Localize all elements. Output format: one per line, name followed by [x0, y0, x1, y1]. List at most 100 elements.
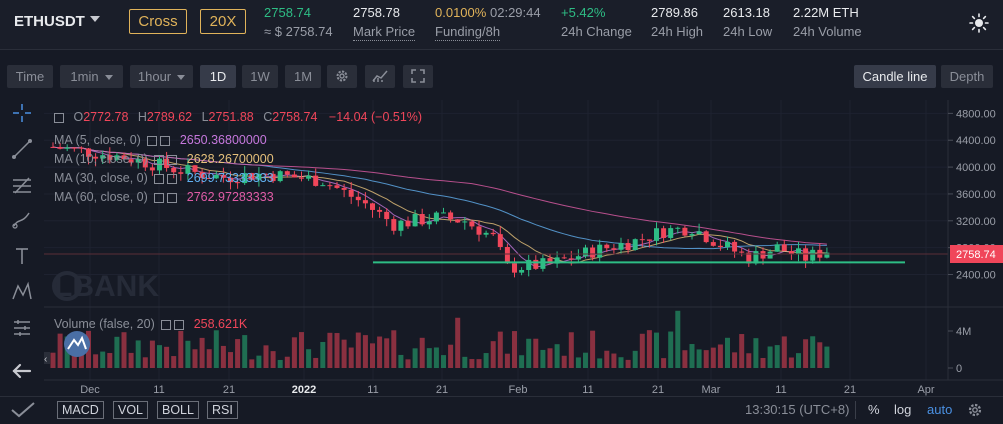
close-value: 2758.74	[272, 110, 318, 124]
ma10-value: 2628.26700000	[186, 152, 274, 166]
ma60-label: MA (60, close, 0)	[54, 190, 148, 204]
settings-gear-button[interactable]	[327, 65, 357, 88]
interval-1w-button[interactable]: 1W	[242, 65, 278, 88]
ma10-hide-icon[interactable]	[154, 154, 165, 165]
volume-bar	[675, 310, 681, 368]
time-tick-label: 11	[582, 384, 593, 396]
candlestick-chart[interactable]: LBANK 4800.004400.004000.003600.003200.0…	[44, 100, 1003, 400]
interval-1m-button[interactable]: 1M	[285, 65, 321, 88]
volume-bar	[803, 339, 809, 368]
log-scale-toggle[interactable]: log	[894, 402, 912, 417]
ma5-legend: MA (5, close, 0) 2650.36800000	[54, 133, 267, 148]
volume-bar	[604, 350, 610, 368]
low-label: L	[201, 110, 209, 124]
collapse-handle[interactable]	[44, 352, 50, 364]
percent-scale-toggle[interactable]: %	[868, 402, 880, 417]
ma5-close-icon[interactable]	[160, 135, 171, 146]
ma30-close-icon[interactable]	[167, 173, 178, 184]
ma60-value: 2762.97283333	[186, 190, 274, 204]
volume-24h: 2.22M ETH	[793, 5, 859, 20]
price-axis[interactable]: 4800.004400.004000.003600.003200.002800.…	[948, 108, 996, 282]
legend-toggle-icon[interactable]	[54, 112, 64, 123]
volume-bar	[717, 344, 723, 368]
brush-icon[interactable]	[10, 208, 34, 232]
leverage-button[interactable]: 20X	[200, 9, 246, 34]
measure-tool-icon[interactable]	[10, 316, 34, 340]
high-label: H	[137, 110, 147, 124]
volume-bar	[377, 336, 383, 368]
margin-mode-button[interactable]: Cross	[129, 9, 187, 34]
ticker-bar: ETHUSDT Cross 20X 2758.74 ≈ $ 2758.74 27…	[0, 0, 1003, 50]
volume-bar	[235, 339, 241, 368]
pattern-tool-icon[interactable]	[10, 280, 34, 304]
ma60-close-icon[interactable]	[167, 192, 178, 203]
time-button[interactable]: Time	[7, 65, 53, 88]
time-tick-label: Apr	[917, 384, 934, 396]
volume-bar	[575, 357, 581, 368]
volume-bar	[490, 341, 496, 368]
candle-body	[504, 246, 510, 264]
depth-tab[interactable]: Depth	[941, 65, 993, 88]
indicator-chart-icon	[372, 70, 388, 82]
candle-body	[760, 251, 766, 259]
boll-button[interactable]: BOLL	[157, 401, 199, 419]
time-axis[interactable]: Dec 11 21 2022 11 21 Feb 11 21 Mar 11 21 Apr	[80, 384, 935, 396]
interval-hour-label: 1hour	[137, 69, 172, 84]
gear-icon[interactable]	[967, 402, 983, 418]
utc-clock[interactable]: 13:30:15 (UTC+8)	[745, 402, 850, 417]
volume-bar	[483, 353, 489, 368]
indicators-button[interactable]	[365, 65, 395, 88]
time-tick-label: 11	[775, 384, 786, 396]
fullscreen-button[interactable]	[403, 65, 433, 88]
interval-min-dropdown[interactable]: 1min	[60, 65, 123, 88]
interval-hour-dropdown[interactable]: 1hour	[130, 65, 193, 88]
volume-bar	[348, 347, 354, 368]
ma60-hide-icon[interactable]	[154, 192, 165, 203]
chevron-down-icon	[104, 75, 113, 81]
ma30-hide-icon[interactable]	[154, 173, 165, 184]
candle-line-tab[interactable]: Candle line	[854, 65, 936, 88]
candle-body	[412, 214, 418, 227]
candle-body	[362, 200, 368, 204]
ma10-legend: MA (10, close, 0) 2628.26700000	[54, 152, 274, 167]
volume-bar	[512, 331, 517, 368]
candle-body	[199, 171, 205, 179]
volume-bar	[306, 349, 312, 368]
text-tool-icon[interactable]	[10, 244, 34, 268]
volume-close-icon[interactable]	[174, 319, 185, 330]
ma10-close-icon[interactable]	[167, 154, 178, 165]
trend-line-icon[interactable]	[10, 137, 34, 161]
volume-bar	[824, 346, 830, 368]
volume-bar	[78, 345, 84, 368]
volume-bar	[199, 337, 205, 368]
volume-bar	[114, 336, 120, 368]
rsi-button[interactable]: RSI	[207, 401, 238, 419]
high-value: 2789.62	[146, 110, 193, 124]
candle-body	[490, 232, 496, 235]
volume-bar	[419, 337, 425, 368]
theme-toggle-sun-icon[interactable]	[968, 12, 990, 34]
back-arrow-icon[interactable]	[10, 359, 34, 383]
volume-hide-icon[interactable]	[161, 319, 172, 330]
macd-button[interactable]: MACD	[57, 401, 104, 419]
chevron-down-icon	[177, 75, 186, 81]
time-tick-label: 21	[436, 384, 448, 396]
collapse-arrow-icon[interactable]: ‹	[44, 354, 47, 365]
fib-retracement-icon[interactable]	[10, 173, 34, 197]
price-chart-panel[interactable]: LBANK 4800.00 4400.00 4000.00 3600.00 3200.0…	[44, 100, 1003, 400]
volume-bar	[341, 339, 347, 368]
candle-body	[526, 259, 532, 270]
candle-body	[597, 244, 603, 258]
chevron-down-icon[interactable]	[90, 16, 100, 22]
symbol-selector[interactable]: ETHUSDT	[14, 13, 85, 30]
crosshair-icon[interactable]	[10, 101, 34, 125]
candle-body	[654, 228, 659, 241]
interval-1d-button[interactable]: 1D	[200, 65, 236, 88]
vol-button[interactable]: VOL	[113, 401, 149, 419]
ma5-hide-icon[interactable]	[147, 135, 158, 146]
checkmark-icon[interactable]	[10, 402, 36, 418]
candle-body	[405, 220, 411, 227]
auto-scale-toggle[interactable]: auto	[927, 402, 953, 417]
volume-24h-label: 24h Volume	[793, 24, 862, 39]
candle-body	[604, 244, 610, 249]
